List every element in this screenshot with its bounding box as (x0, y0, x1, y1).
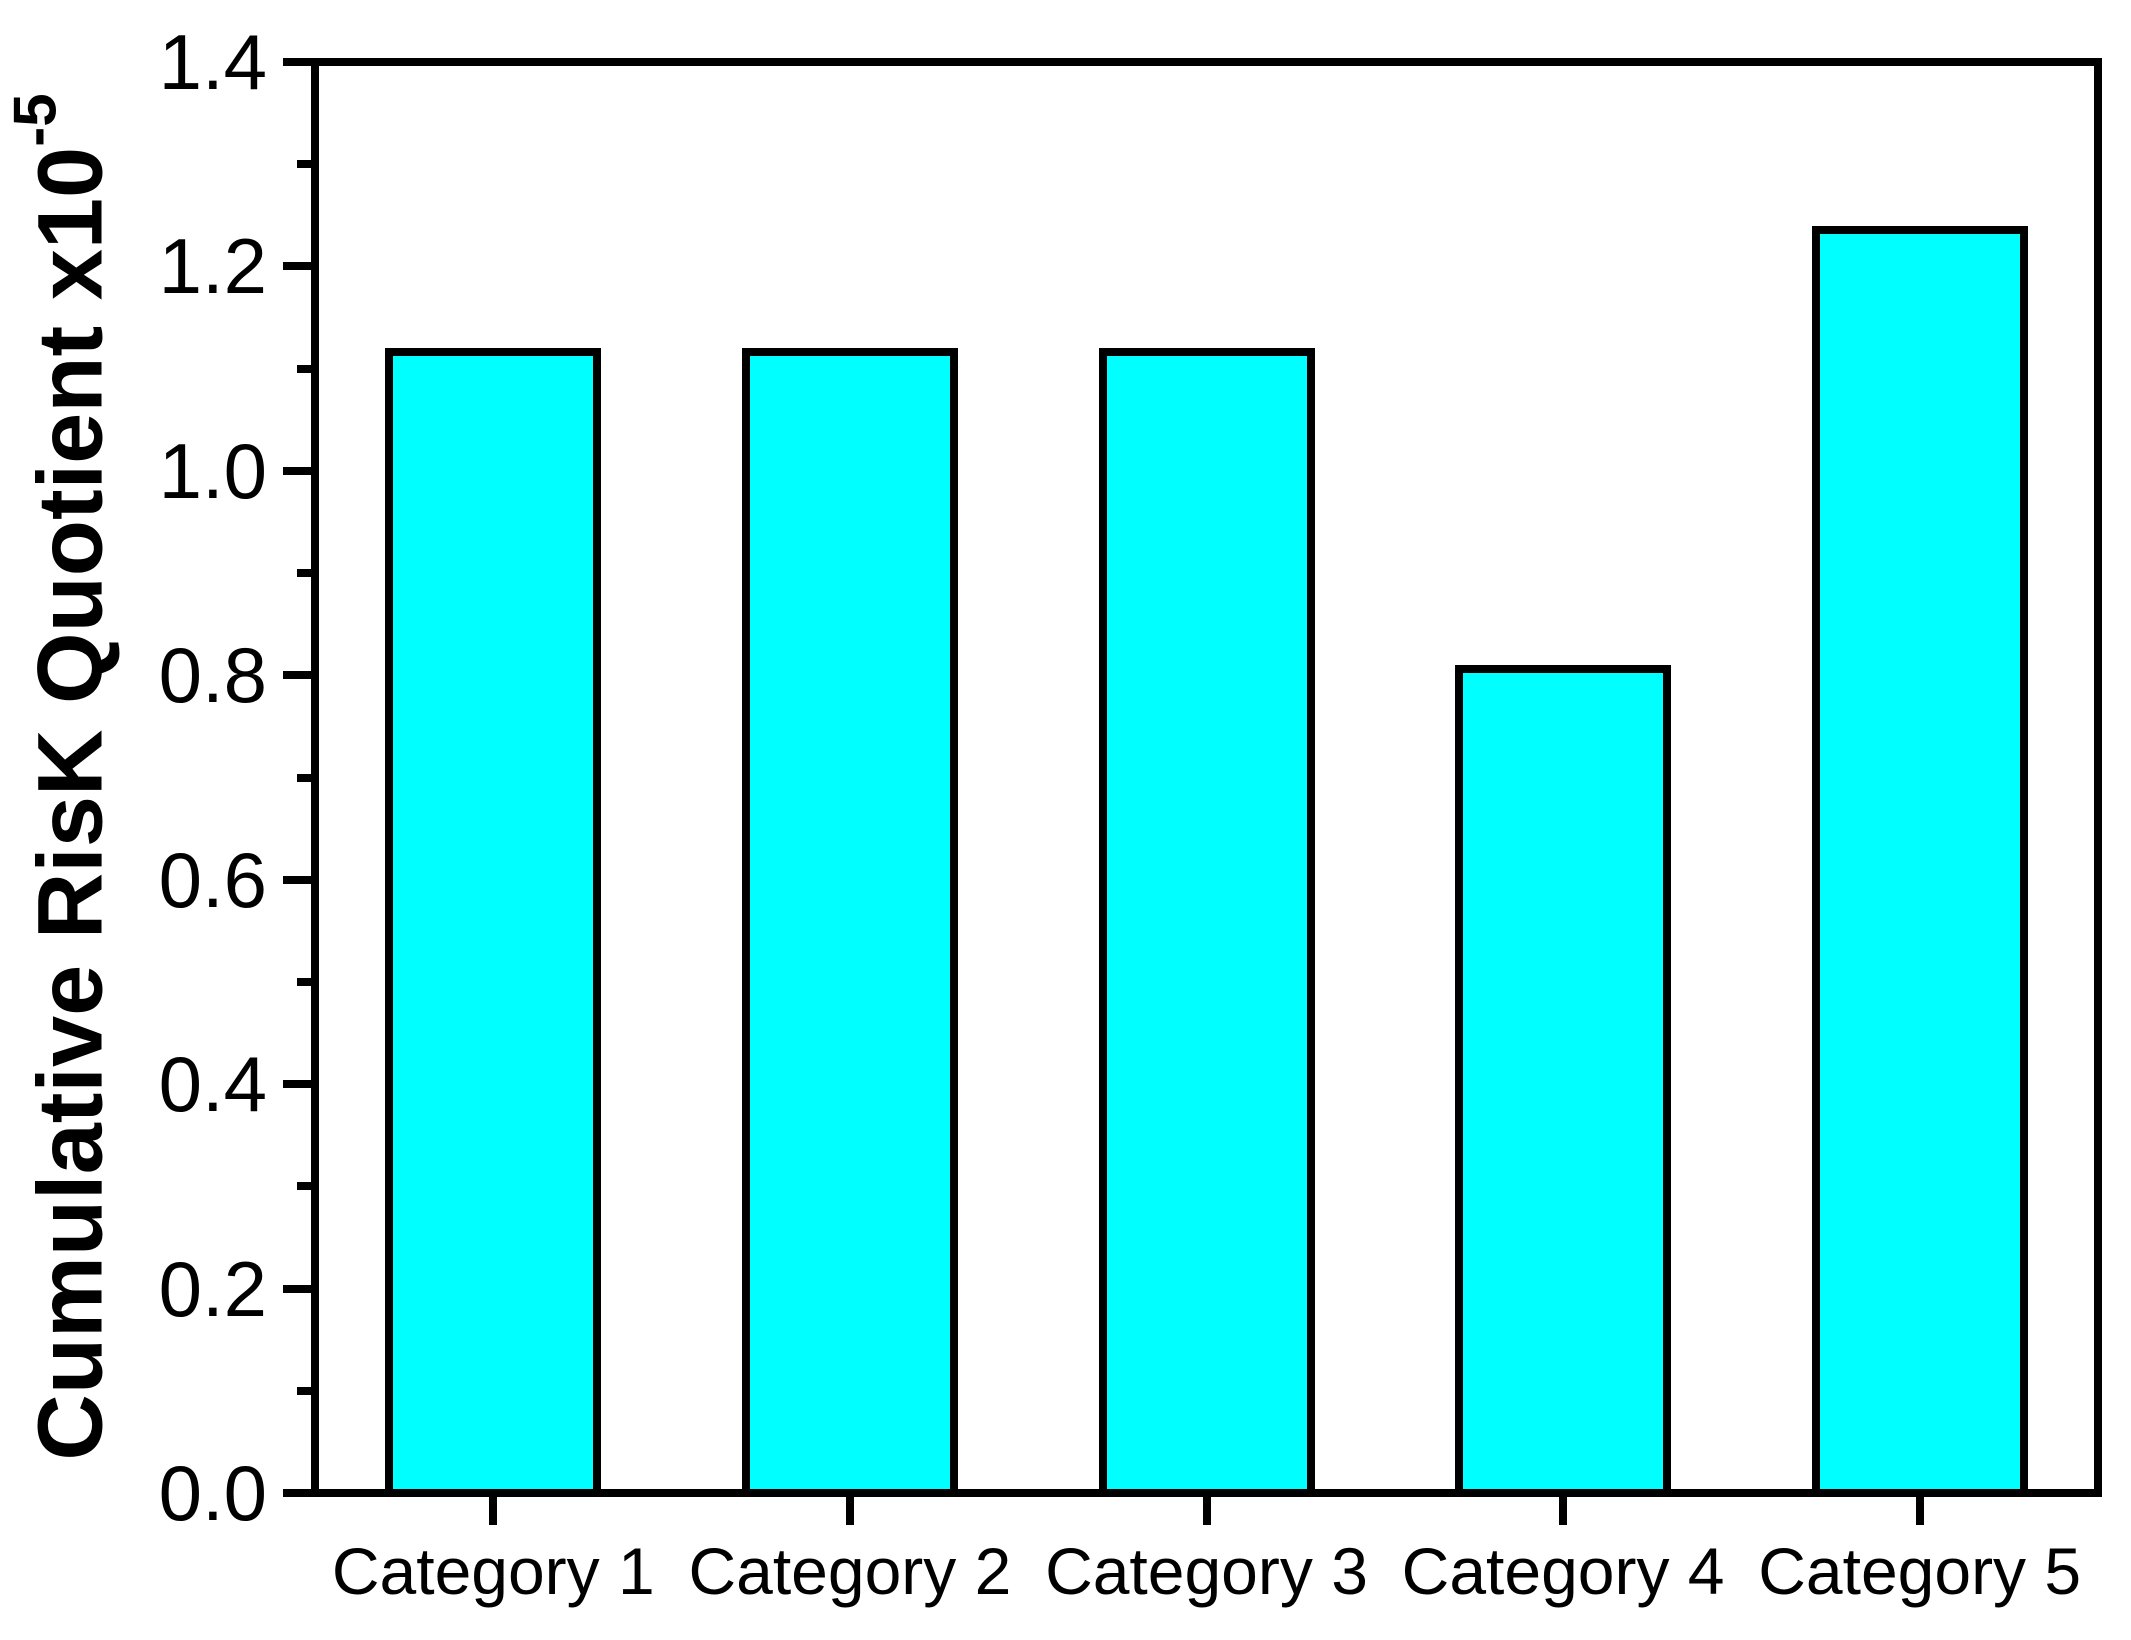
bar-category-1 (385, 348, 602, 1493)
y-axis-minor-tick (297, 977, 311, 986)
y-axis-major-tick (283, 671, 311, 680)
y-axis-minor-tick (297, 160, 311, 169)
y-axis-title-text: Cumulative RisK Quotient x10 (19, 146, 122, 1461)
bar-category-4 (1455, 665, 1672, 1493)
y-axis-tick-label: 1.2 (158, 222, 267, 311)
x-axis-tick (489, 1497, 498, 1525)
y-axis-tick-label: 0.8 (158, 631, 267, 720)
y-axis-major-tick (283, 1284, 311, 1293)
y-axis-major-tick (283, 466, 311, 475)
y-axis-minor-tick (297, 364, 311, 373)
x-axis-category-label: Category 4 (1401, 1534, 1725, 1608)
x-axis-tick (1202, 1497, 1211, 1525)
y-axis-minor-tick (297, 1182, 311, 1191)
x-axis-category-label: Category 1 (331, 1534, 655, 1608)
y-axis-major-tick (283, 875, 311, 884)
bar-category-2 (741, 348, 958, 1493)
x-axis-tick (1915, 1497, 1924, 1525)
y-axis-tick-label: 0.6 (158, 835, 267, 924)
y-axis-major-tick (283, 262, 311, 271)
y-axis-title-exponent: -5 (1, 93, 69, 147)
y-axis-title: Cumulative RisK Quotient x10-5 (1, 93, 124, 1460)
x-axis-category-label: Category 2 (688, 1534, 1012, 1608)
x-axis-tick (1559, 1497, 1568, 1525)
bar-category-3 (1098, 348, 1315, 1493)
bar-category-5 (1811, 225, 2028, 1493)
x-axis-category-label: Category 5 (1758, 1534, 2082, 1608)
x-axis-tick (845, 1497, 854, 1525)
y-axis-major-tick (283, 1489, 311, 1497)
y-axis-minor-tick (297, 569, 311, 578)
y-axis-major-tick (283, 58, 311, 66)
y-axis-tick-label: 1.4 (158, 18, 267, 106)
plot-area-frame (311, 58, 2102, 1497)
y-axis-major-tick (283, 1080, 311, 1089)
y-axis-tick-label: 0.4 (158, 1040, 267, 1129)
x-axis-category-label: Category 3 (1045, 1534, 1368, 1608)
y-axis-minor-tick (297, 773, 311, 782)
y-axis-tick-label: 0.0 (158, 1449, 267, 1537)
y-axis-minor-tick (297, 1386, 311, 1395)
y-axis-tick-label: 1.0 (158, 426, 267, 515)
y-axis-tick-label: 0.2 (158, 1244, 267, 1333)
